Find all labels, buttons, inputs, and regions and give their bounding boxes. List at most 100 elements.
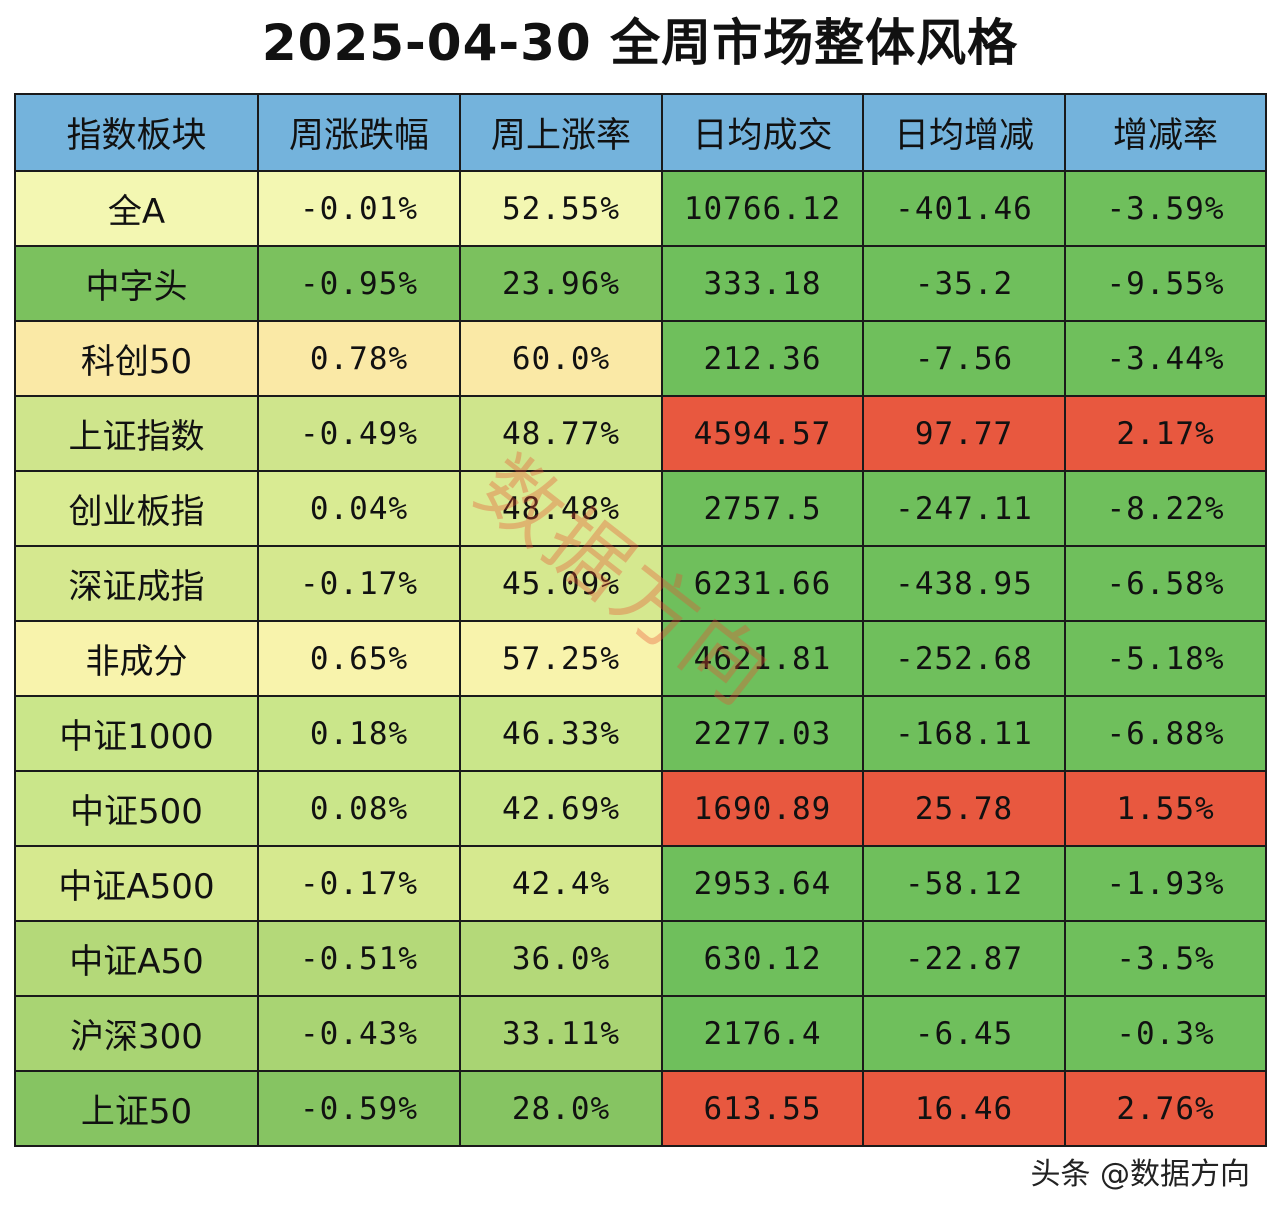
table-cell: 52.55% <box>459 170 663 247</box>
table-cell: 0.04% <box>257 470 461 547</box>
table-cell: 97.77 <box>862 395 1066 472</box>
index-name-cell: 上证指数 <box>14 395 259 472</box>
table-cell: -22.87 <box>862 920 1066 997</box>
table-cell: -8.22% <box>1064 470 1267 547</box>
table-header-row: 指数板块 周涨跌幅 周上涨率 日均成交 日均增减 增减率 <box>14 93 1267 172</box>
table-cell: 2176.4 <box>661 995 864 1072</box>
column-header: 指数板块 <box>14 93 259 172</box>
index-name-cell: 非成分 <box>14 620 259 697</box>
table-row: 沪深300 -0.43% 33.11% 2176.4 -6.45 -0.3% <box>14 995 1267 1072</box>
table-cell: 0.18% <box>257 695 461 772</box>
table-cell: 48.48% <box>459 470 663 547</box>
column-header: 日均增减 <box>862 93 1066 172</box>
table-cell: 60.0% <box>459 320 663 397</box>
table-cell: -0.17% <box>257 845 461 922</box>
table-cell: 0.78% <box>257 320 461 397</box>
table-cell: 25.78 <box>862 770 1066 847</box>
table-cell: 2.17% <box>1064 395 1267 472</box>
column-header: 周涨跌幅 <box>257 93 461 172</box>
table-cell: 1690.89 <box>661 770 864 847</box>
table-cell: 1.55% <box>1064 770 1267 847</box>
table-cell: 4594.57 <box>661 395 864 472</box>
table-row: 上证指数 -0.49% 48.77% 4594.57 97.77 2.17% <box>14 395 1267 472</box>
chart-title: 2025-04-30 全周市场整体风格 <box>261 14 1019 72</box>
index-name-cell: 中证1000 <box>14 695 259 772</box>
index-name-cell: 中证500 <box>14 770 259 847</box>
table-cell: 630.12 <box>661 920 864 997</box>
table-cell: -0.49% <box>257 395 461 472</box>
table-cell: 613.55 <box>661 1070 864 1147</box>
table-cell: 0.08% <box>257 770 461 847</box>
data-table: 指数板块 周涨跌幅 周上涨率 日均成交 日均增减 增减率 全A -0.01% 52.… <box>14 93 1267 1147</box>
table-cell: -0.43% <box>257 995 461 1072</box>
table-cell: -6.45 <box>862 995 1066 1072</box>
table-cell: -1.93% <box>1064 845 1267 922</box>
table-cell: -3.44% <box>1064 320 1267 397</box>
table-cell: 10766.12 <box>661 170 864 247</box>
index-name-cell: 中证A50 <box>14 920 259 997</box>
table-cell: -252.68 <box>862 620 1066 697</box>
index-name-cell: 深证成指 <box>14 545 259 622</box>
table-cell: -0.3% <box>1064 995 1267 1072</box>
table-cell: 33.11% <box>459 995 663 1072</box>
table-cell: -168.11 <box>862 695 1066 772</box>
table-row: 中字头 -0.95% 23.96% 333.18 -35.2 -9.55% <box>14 245 1267 322</box>
table-cell: -0.59% <box>257 1070 461 1147</box>
table-cell: -9.55% <box>1064 245 1267 322</box>
table-cell: -0.01% <box>257 170 461 247</box>
column-header: 周上涨率 <box>459 93 663 172</box>
table-row: 中证1000 0.18% 46.33% 2277.03 -168.11 -6.88% <box>14 695 1267 772</box>
table-row: 上证50 -0.59% 28.0% 613.55 16.46 2.76% <box>14 1070 1267 1147</box>
index-name-cell: 沪深300 <box>14 995 259 1072</box>
footer-credit: 头条 @数据方向 <box>1030 1157 1250 1192</box>
table-cell: 2277.03 <box>661 695 864 772</box>
table-cell: 42.69% <box>459 770 663 847</box>
table-cell: -5.18% <box>1064 620 1267 697</box>
table-row: 科创50 0.78% 60.0% 212.36 -7.56 -3.44% <box>14 320 1267 397</box>
table-cell: 48.77% <box>459 395 663 472</box>
column-header: 增减率 <box>1064 93 1267 172</box>
table-cell: 6231.66 <box>661 545 864 622</box>
table-cell: -438.95 <box>862 545 1066 622</box>
table-cell: -247.11 <box>862 470 1066 547</box>
index-name-cell: 中字头 <box>14 245 259 322</box>
table-cell: -401.46 <box>862 170 1066 247</box>
table-cell: 2757.5 <box>661 470 864 547</box>
table-cell: -7.56 <box>862 320 1066 397</box>
table-cell: 0.65% <box>257 620 461 697</box>
table-cell: -0.95% <box>257 245 461 322</box>
table-row: 全A -0.01% 52.55% 10766.12 -401.46 -3.59% <box>14 170 1267 247</box>
table-cell: -3.5% <box>1064 920 1267 997</box>
column-header: 日均成交 <box>661 93 864 172</box>
table-cell: 42.4% <box>459 845 663 922</box>
table-cell: -3.59% <box>1064 170 1267 247</box>
table-cell: 333.18 <box>661 245 864 322</box>
table-cell: 212.36 <box>661 320 864 397</box>
table-row: 中证A50 -0.51% 36.0% 630.12 -22.87 -3.5% <box>14 920 1267 997</box>
table-row: 中证A500 -0.17% 42.4% 2953.64 -58.12 -1.93% <box>14 845 1267 922</box>
table-row: 非成分 0.65% 57.25% 4621.81 -252.68 -5.18% <box>14 620 1267 697</box>
table-row: 深证成指 -0.17% 45.09% 6231.66 -438.95 -6.58% <box>14 545 1267 622</box>
table-cell: 23.96% <box>459 245 663 322</box>
table-cell: 4621.81 <box>661 620 864 697</box>
table-cell: 2953.64 <box>661 845 864 922</box>
table-cell: 46.33% <box>459 695 663 772</box>
index-name-cell: 全A <box>14 170 259 247</box>
table-cell: 57.25% <box>459 620 663 697</box>
index-name-cell: 创业板指 <box>14 470 259 547</box>
table-cell: -35.2 <box>862 245 1066 322</box>
table-cell: 2.76% <box>1064 1070 1267 1147</box>
table-cell: -0.51% <box>257 920 461 997</box>
table-cell: 16.46 <box>862 1070 1066 1147</box>
table-cell: -6.88% <box>1064 695 1267 772</box>
table-row: 中证500 0.08% 42.69% 1690.89 25.78 1.55% <box>14 770 1267 847</box>
table-cell: -58.12 <box>862 845 1066 922</box>
table-cell: 45.09% <box>459 545 663 622</box>
index-name-cell: 科创50 <box>14 320 259 397</box>
index-name-cell: 上证50 <box>14 1070 259 1147</box>
index-name-cell: 中证A500 <box>14 845 259 922</box>
table-cell: 36.0% <box>459 920 663 997</box>
table-cell: -6.58% <box>1064 545 1267 622</box>
table-row: 创业板指 0.04% 48.48% 2757.5 -247.11 -8.22% <box>14 470 1267 547</box>
table-cell: -0.17% <box>257 545 461 622</box>
